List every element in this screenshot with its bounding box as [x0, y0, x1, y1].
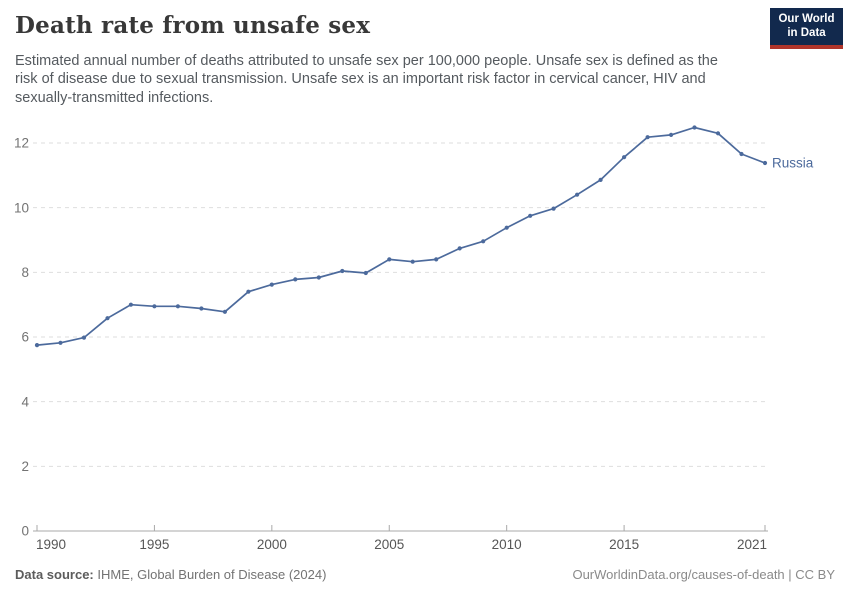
- data-point[interactable]: [645, 135, 650, 140]
- data-point[interactable]: [410, 259, 415, 264]
- data-point[interactable]: [387, 257, 392, 262]
- data-source: Data source: IHME, Global Burden of Dise…: [15, 567, 326, 582]
- data-point[interactable]: [692, 125, 697, 130]
- x-tick-label: 2015: [609, 537, 639, 552]
- data-source-text: IHME, Global Burden of Disease (2024): [93, 567, 327, 582]
- y-tick-label: 6: [21, 330, 29, 345]
- data-point[interactable]: [598, 177, 603, 182]
- data-point[interactable]: [739, 151, 744, 157]
- chart-svg[interactable]: 0 2 4 6 8 10 12 1990 1995 2000 2005 2010 2015 2021 Rus…: [0, 118, 850, 563]
- data-source-label: Data source:: [15, 567, 94, 582]
- data-point[interactable]: [58, 340, 63, 345]
- russia-line[interactable]: [36, 126, 766, 346]
- data-point[interactable]: [316, 275, 321, 280]
- y-tick-label: 12: [14, 136, 29, 151]
- data-point[interactable]: [457, 246, 462, 251]
- y-tick-label: 4: [21, 394, 29, 409]
- x-tick-label: 2010: [492, 537, 522, 552]
- y-tick-label: 2: [21, 459, 29, 474]
- data-point[interactable]: [34, 343, 40, 348]
- data-point[interactable]: [504, 225, 509, 230]
- data-point[interactable]: [575, 192, 580, 197]
- data-point[interactable]: [363, 270, 368, 276]
- data-point[interactable]: [293, 277, 298, 282]
- data-point[interactable]: [269, 282, 274, 287]
- y-tick-label: 8: [21, 265, 29, 280]
- page-title: Death rate from unsafe sex: [15, 12, 371, 39]
- data-point[interactable]: [246, 289, 251, 294]
- chart-footer: Data source: IHME, Global Burden of Dise…: [15, 567, 835, 582]
- owid-logo-line2: in Data: [787, 26, 826, 39]
- y-tick-label: 10: [14, 200, 29, 215]
- data-point[interactable]: [128, 302, 133, 307]
- data-point[interactable]: [81, 335, 87, 340]
- data-point[interactable]: [105, 316, 110, 321]
- data-point[interactable]: [762, 160, 768, 166]
- data-point[interactable]: [481, 239, 486, 244]
- owid-citation-link[interactable]: OurWorldinData.org/causes-of-death | CC …: [572, 567, 835, 582]
- x-tick-label: 1995: [139, 537, 169, 552]
- x-tick-label: 2005: [374, 537, 404, 552]
- data-point[interactable]: [152, 304, 157, 309]
- x-tick-label: 2021: [737, 537, 767, 552]
- data-point[interactable]: [528, 213, 533, 218]
- series-label-russia[interactable]: Russia: [772, 156, 814, 171]
- chart-subtitle: Estimated annual number of deaths attrib…: [15, 53, 718, 106]
- owid-logo[interactable]: Our World in Data: [770, 8, 843, 49]
- data-point[interactable]: [434, 257, 439, 262]
- owid-logo-line1: Our World: [778, 13, 835, 25]
- data-point[interactable]: [551, 206, 556, 211]
- data-point[interactable]: [175, 304, 180, 309]
- data-point[interactable]: [669, 132, 674, 137]
- data-point[interactable]: [199, 306, 204, 311]
- data-point[interactable]: [222, 309, 227, 314]
- data-point[interactable]: [622, 155, 627, 160]
- x-tick-label: 2000: [257, 537, 287, 552]
- data-point[interactable]: [715, 131, 721, 136]
- data-point[interactable]: [340, 268, 345, 274]
- x-tick-label: 1990: [36, 537, 66, 552]
- y-tick-label: 0: [21, 524, 29, 539]
